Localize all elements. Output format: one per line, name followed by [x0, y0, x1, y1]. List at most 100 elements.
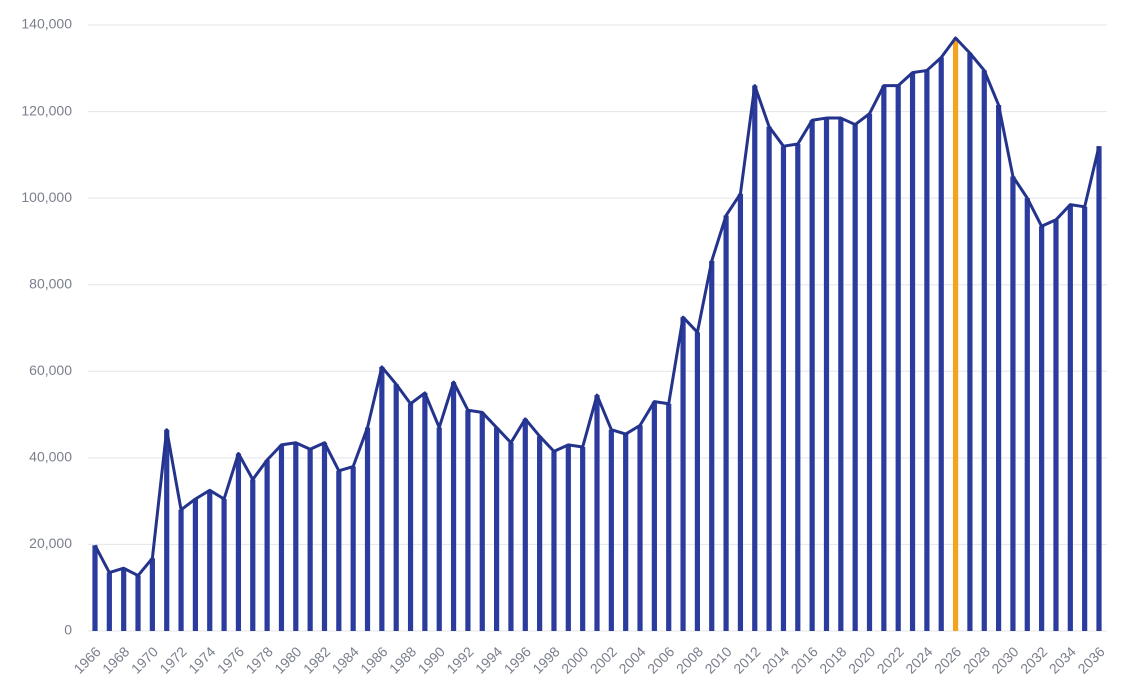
x-tick-label: 1970: [128, 643, 161, 676]
y-tick-label: 120,000: [21, 102, 72, 118]
bar: [565, 444, 571, 631]
bar: [737, 193, 744, 632]
bar: [752, 85, 758, 632]
x-tick-label: 2010: [701, 643, 734, 676]
x-tick-label: 2008: [673, 643, 706, 676]
bar: [1024, 198, 1030, 631]
x-tick-label: 1976: [214, 643, 247, 676]
bar: [450, 382, 457, 631]
x-tick-label: 1998: [529, 643, 562, 676]
trend-line: [93, 36, 1101, 578]
x-tick-label: 2014: [759, 643, 792, 676]
x-tick-label: 2020: [845, 643, 878, 676]
y-tick-label: 140,000: [21, 16, 72, 32]
x-tick-label: 2016: [788, 643, 821, 676]
bar: [852, 124, 858, 632]
bar: [866, 113, 873, 631]
x-tick-label: 2034: [1046, 643, 1079, 676]
x-tick-label: 2018: [816, 643, 849, 676]
x-tick-label: 1982: [300, 643, 333, 676]
bar: [823, 118, 830, 632]
bar: [1010, 176, 1016, 631]
y-tick-label: 100,000: [21, 189, 72, 205]
bar: [766, 126, 772, 631]
x-tick-label: 1988: [386, 643, 419, 676]
bar: [264, 460, 270, 631]
bar: [465, 410, 471, 631]
bar: [1067, 204, 1073, 631]
bar: [637, 425, 643, 631]
x-tick-label: 2026: [931, 643, 964, 676]
y-tick-label: 40,000: [29, 449, 72, 465]
x-tick-label: 1974: [185, 643, 218, 676]
x-tick-label: 1984: [329, 643, 362, 676]
bar: [436, 427, 442, 631]
bar: [106, 572, 112, 631]
bar: [895, 85, 901, 632]
x-tick-label: 1978: [243, 643, 276, 676]
bar: [938, 57, 944, 631]
bar: [364, 427, 371, 631]
x-tick-label: 2032: [1017, 643, 1050, 676]
bar: [580, 447, 586, 631]
bar: [623, 434, 629, 631]
x-tick-label: 2028: [960, 643, 993, 676]
bar: [924, 70, 930, 631]
x-tick-label: 2006: [644, 643, 677, 676]
x-tick-label: 1990: [415, 643, 448, 676]
bar: [723, 215, 729, 631]
bar: [350, 466, 356, 631]
bar: [694, 332, 700, 631]
bar: [336, 470, 342, 631]
bar: [407, 403, 414, 631]
bar: [192, 498, 198, 631]
x-tick-label: 2002: [587, 643, 620, 676]
bar: [709, 260, 715, 631]
bar: [1096, 146, 1102, 631]
bar: [909, 72, 916, 632]
bar: [207, 490, 213, 631]
bar: [121, 568, 127, 631]
bar: [608, 429, 614, 631]
x-tick-label: 1968: [99, 643, 132, 676]
bar: [809, 120, 815, 631]
bar: [178, 509, 184, 631]
bar: [551, 451, 557, 631]
x-tick-label: 2022: [874, 643, 907, 676]
bar: [135, 575, 141, 631]
bar: [393, 384, 399, 631]
bar: [494, 427, 500, 631]
x-tick-label: 1986: [357, 643, 390, 676]
bar: [1053, 219, 1059, 632]
bar: [881, 85, 887, 632]
bar: [1082, 206, 1088, 632]
bar: [164, 429, 170, 631]
x-tick-label: 2036: [1074, 643, 1107, 676]
x-tick-label: 2024: [902, 643, 935, 676]
bar: [1039, 226, 1045, 631]
bar: [307, 449, 313, 631]
x-tick-label: 1992: [443, 643, 476, 676]
bar: [221, 498, 227, 631]
bar: [795, 144, 801, 632]
bar: [278, 444, 285, 631]
bar: [952, 37, 959, 631]
bar: [508, 442, 514, 631]
bar: [379, 366, 385, 631]
x-tick-label: 2004: [615, 643, 648, 676]
bar: [666, 403, 672, 631]
x-tick-label: 1966: [70, 643, 103, 676]
x-tick-label: 1980: [271, 643, 304, 676]
bar: [651, 401, 657, 631]
y-tick-label: 0: [64, 622, 72, 638]
bar: [680, 317, 686, 631]
bar: [967, 53, 973, 631]
y-tick-label: 80,000: [29, 275, 72, 291]
bar: [149, 558, 155, 631]
bar: [479, 412, 485, 631]
bar: [235, 453, 242, 631]
bar: [981, 70, 987, 631]
x-tick-label: 1996: [501, 643, 534, 676]
bar: [537, 436, 543, 631]
x-tick-label: 1994: [472, 643, 505, 676]
